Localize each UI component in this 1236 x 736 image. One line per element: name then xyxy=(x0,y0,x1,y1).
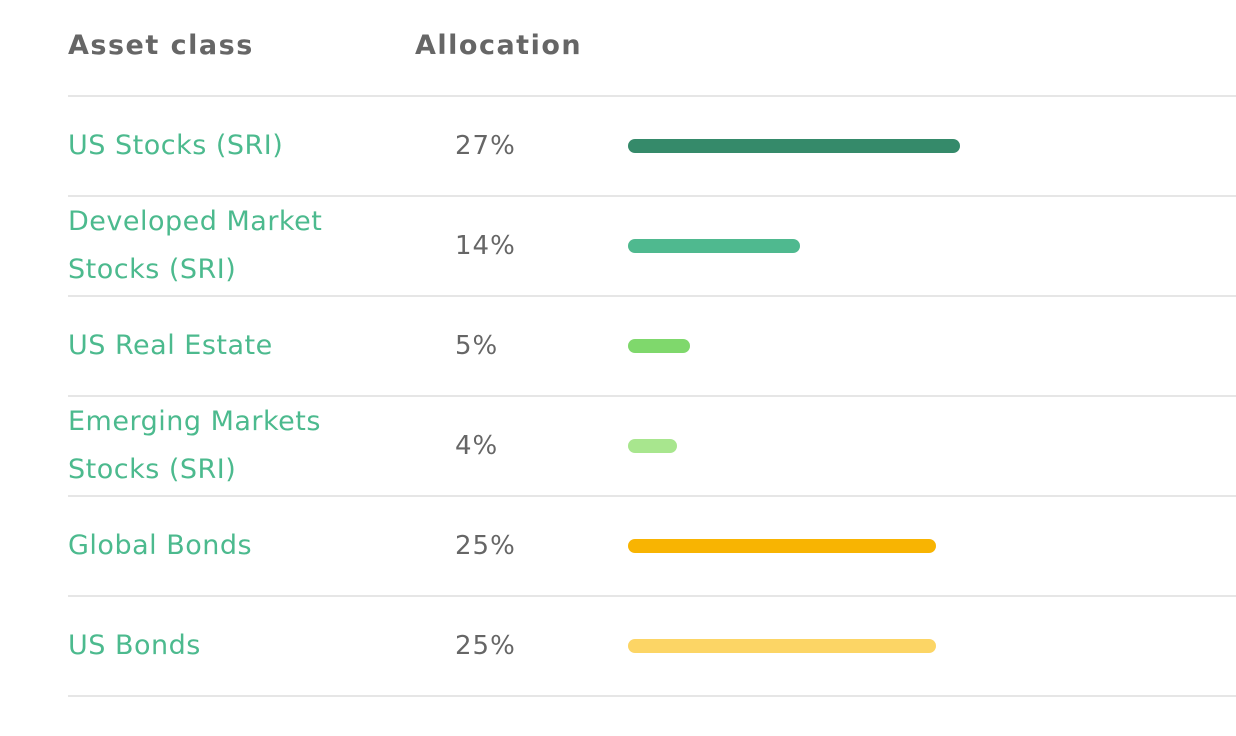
asset-name-link[interactable]: Developed Market Stocks (SRI) xyxy=(68,206,323,285)
table-row: Emerging Markets Stocks (SRI) 4% xyxy=(68,397,1236,497)
allocation-header: Allocation xyxy=(415,30,583,61)
asset-name-link[interactable]: Global Bonds xyxy=(68,530,253,561)
allocation-percent: 5% xyxy=(455,331,499,361)
table-row: US Stocks (SRI) 27% xyxy=(68,97,1236,197)
asset-class-header: Asset class xyxy=(68,30,254,61)
allocation-bar-track xyxy=(628,539,1228,553)
table-header: Asset class Allocation xyxy=(68,0,1236,97)
allocation-bar-track xyxy=(628,239,1228,253)
asset-name-link[interactable]: US Bonds xyxy=(68,630,201,661)
allocation-bar xyxy=(628,239,801,253)
allocation-bar xyxy=(628,339,690,353)
asset-name-link[interactable]: US Real Estate xyxy=(68,330,273,361)
allocation-percent: 4% xyxy=(455,431,499,461)
allocation-bar xyxy=(628,539,936,553)
table-row: US Real Estate 5% xyxy=(68,297,1236,397)
table-row: Developed Market Stocks (SRI) 14% xyxy=(68,197,1236,297)
asset-name-link[interactable]: Emerging Markets Stocks (SRI) xyxy=(68,406,321,485)
allocation-table: Asset class Allocation US Stocks (SRI) 2… xyxy=(68,0,1236,697)
allocation-percent: 14% xyxy=(455,231,516,261)
allocation-bar-track xyxy=(628,439,1228,453)
allocation-percent: 25% xyxy=(455,531,516,561)
table-row: Global Bonds 25% xyxy=(68,497,1236,597)
allocation-bar-track xyxy=(628,139,1228,153)
allocation-percent: 27% xyxy=(455,131,516,161)
table-row: US Bonds 25% xyxy=(68,597,1236,697)
allocation-bar xyxy=(628,139,961,153)
allocation-bar-track xyxy=(628,639,1228,653)
allocation-bar-track xyxy=(628,339,1228,353)
allocation-percent: 25% xyxy=(455,631,516,661)
allocation-bar xyxy=(628,439,678,453)
asset-name-link[interactable]: US Stocks (SRI) xyxy=(68,130,284,161)
allocation-bar xyxy=(628,639,936,653)
